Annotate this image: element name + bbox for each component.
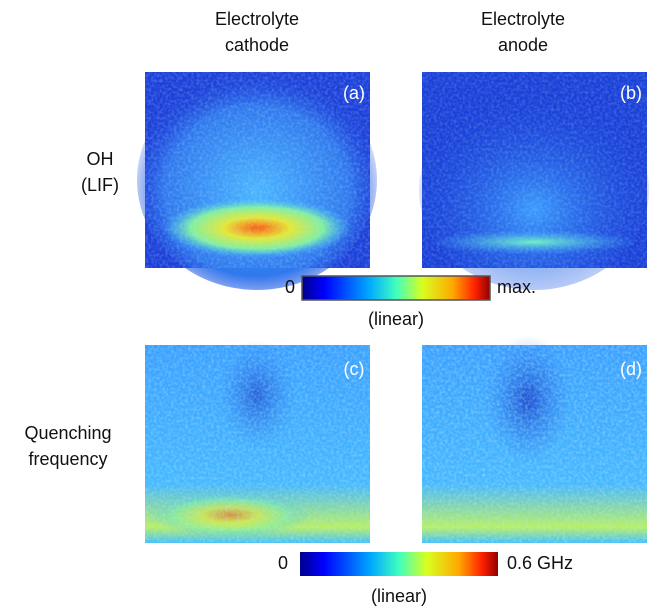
colorbar-max: 0.6 GHz	[507, 553, 573, 573]
colorbar-min: 0	[285, 277, 295, 297]
panel-label: (c)	[344, 359, 365, 379]
panel-image	[145, 340, 370, 543]
column-header: Electrolyte	[215, 9, 299, 29]
column-header: anode	[498, 35, 548, 55]
panel-image	[419, 72, 649, 290]
colorbar-max: max.	[497, 277, 536, 297]
colorbar	[300, 552, 498, 576]
colorbar-scale: (linear)	[368, 309, 424, 329]
panel-image	[137, 70, 377, 290]
row-label: (LIF)	[81, 175, 119, 195]
row-label: Quenching	[24, 423, 111, 443]
panel-label: (b)	[620, 83, 642, 103]
panel-label: (d)	[620, 359, 642, 379]
panel-label: (a)	[343, 83, 365, 103]
row-label: frequency	[28, 449, 107, 469]
panel-image	[422, 335, 647, 543]
colorbar	[301, 275, 491, 301]
row-label: OH	[87, 149, 114, 169]
colorbar-min: 0	[278, 553, 288, 573]
column-header: Electrolyte	[481, 9, 565, 29]
column-header: cathode	[225, 35, 289, 55]
colorbar-scale: (linear)	[371, 586, 427, 606]
